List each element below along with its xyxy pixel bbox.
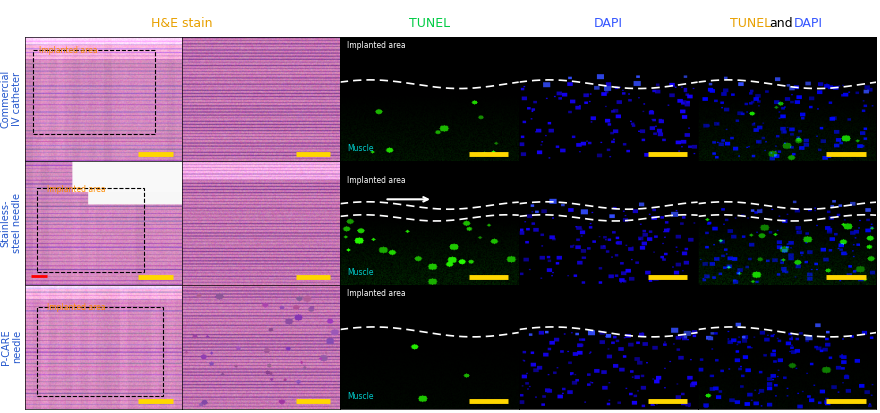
Text: TUNEL: TUNEL [730, 17, 771, 30]
Text: Implanted area: Implanted area [347, 176, 406, 185]
Text: DAPI: DAPI [594, 17, 623, 30]
Text: Commercial
IV catheter: Commercial IV catheter [1, 70, 22, 128]
Text: Implanted area: Implanted area [47, 185, 106, 194]
Text: H&E stain: H&E stain [151, 17, 213, 30]
Bar [33, 50, 156, 134]
Bar [37, 307, 164, 396]
Text: Implanted area: Implanted area [347, 289, 406, 298]
Text: DAPI: DAPI [794, 17, 823, 30]
Text: Muscle: Muscle [347, 392, 373, 401]
Text: Implanted area: Implanted area [47, 303, 106, 311]
Text: Stainless-
steel needle: Stainless- steel needle [1, 193, 22, 253]
Text: Muscle: Muscle [347, 268, 373, 277]
Text: Muscle: Muscle [347, 144, 373, 153]
Text: Implanted area: Implanted area [39, 46, 98, 55]
Text: P-CARE
needle: P-CARE needle [1, 329, 22, 365]
Text: TUNEL: TUNEL [408, 17, 450, 30]
Bar [37, 188, 144, 272]
Text: Implanted area: Implanted area [347, 41, 406, 50]
Text: and: and [769, 17, 793, 30]
